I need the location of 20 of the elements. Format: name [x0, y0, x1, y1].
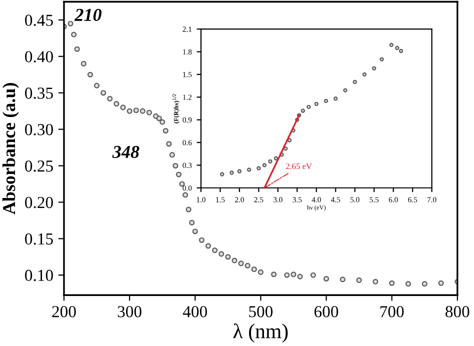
x-tick-label: 700 [380, 306, 404, 318]
y-axis-title: Absorbance (a.u) [2, 83, 19, 214]
x-tick-label: 200 [52, 306, 76, 318]
y-tick-label: 0.15 [25, 233, 53, 245]
y-tick-label: 0.10 [25, 270, 53, 282]
y-tick-label: 0.45 [25, 14, 53, 26]
annotation: 2.65 eV [286, 163, 312, 170]
x-tick-label: 300 [118, 306, 142, 318]
annotation: 348 [112, 146, 140, 158]
y-tick-label: 0.20 [25, 196, 53, 208]
x-tick-label: 500 [249, 306, 273, 318]
x-tick-label: 600 [314, 306, 338, 318]
y-tick-label: 0.35 [25, 88, 53, 99]
annotation: 210 [74, 8, 102, 21]
y-tick-label: 0.40 [25, 51, 53, 62]
x-tick-label: 800 [446, 306, 470, 318]
y-tick-label: 0.25 [25, 160, 53, 172]
y-tick-label: 0.30 [25, 124, 53, 136]
x-tick-label: 400 [182, 306, 207, 318]
x-axis-title: λ (nm) [233, 323, 288, 343]
